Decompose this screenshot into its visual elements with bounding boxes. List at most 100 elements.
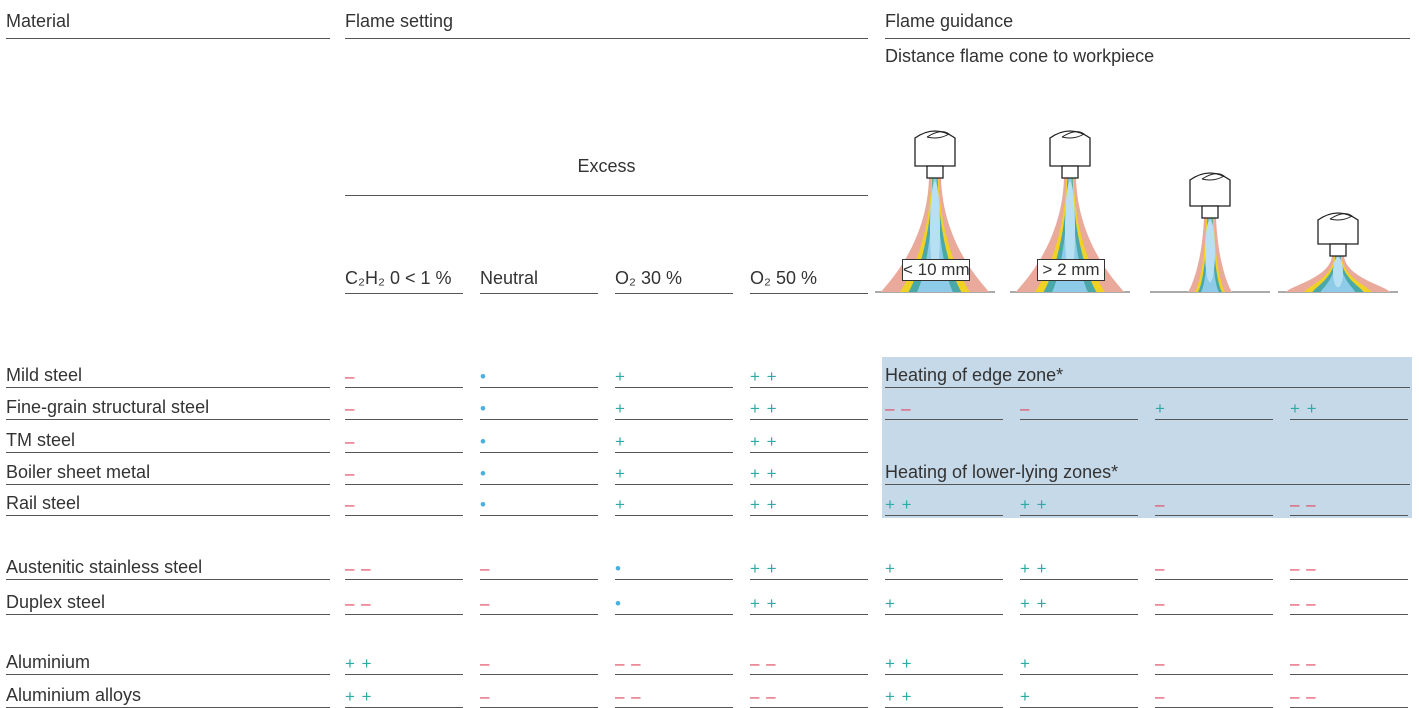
rule (615, 387, 733, 388)
flame-part (1065, 181, 1075, 278)
rule (1155, 614, 1273, 615)
rating: + (615, 399, 626, 418)
nozzle-tip (926, 165, 944, 179)
header-material: Material (6, 11, 71, 31)
rating: + + (750, 559, 778, 578)
rating: – – (750, 687, 777, 706)
material: Rail steel (6, 493, 81, 513)
rule (615, 614, 733, 615)
rating: • (480, 367, 487, 386)
rule (1155, 515, 1273, 516)
rating: + + (750, 594, 778, 613)
rating: • (480, 432, 487, 451)
rating: – (480, 594, 491, 613)
rule (6, 452, 330, 453)
rating: + (615, 432, 626, 451)
rule (885, 484, 1410, 485)
rating: – – (615, 687, 642, 706)
flame-part (1333, 257, 1343, 288)
rating: + + (750, 464, 778, 483)
material: Boiler sheet metal (6, 462, 151, 482)
rule (1290, 614, 1408, 615)
rating: – (480, 559, 491, 578)
rating: + + (345, 654, 373, 673)
rating: + + (1020, 559, 1048, 578)
nozzle (1317, 212, 1359, 245)
rule (6, 579, 330, 580)
rule (750, 614, 868, 615)
material: Fine-grain structural steel (6, 397, 210, 417)
rating: – (1155, 594, 1166, 613)
rule (345, 387, 463, 388)
rule (6, 515, 330, 516)
rule (1020, 579, 1138, 580)
rule (885, 38, 1410, 39)
flame-part (1205, 220, 1215, 283)
rating: – – (345, 594, 372, 613)
rating: – (345, 399, 356, 418)
rating: + + (345, 687, 373, 706)
rule (750, 452, 868, 453)
rule (885, 419, 1003, 420)
rule (885, 387, 1410, 388)
material: Austenitic stainless steel (6, 557, 203, 577)
distance-label: > 2 mm (1037, 259, 1105, 281)
rule (6, 419, 330, 420)
nozzle (1189, 172, 1231, 207)
rule (6, 484, 330, 485)
column-header: C₂H₂ 0 < 1 % (345, 268, 452, 288)
rating: – – (1290, 654, 1317, 673)
rule (1290, 515, 1408, 516)
rule (480, 293, 598, 294)
rule (1290, 674, 1408, 675)
rating: – (1155, 654, 1166, 673)
rule (6, 614, 330, 615)
material: Aluminium (6, 652, 91, 672)
rating: – (480, 654, 491, 673)
rule (1290, 579, 1408, 580)
rating: • (480, 464, 487, 483)
rule (6, 387, 330, 388)
rating: + + (750, 399, 778, 418)
flame-part (930, 181, 940, 278)
rating: + (615, 464, 626, 483)
rule (345, 452, 463, 453)
nozzle (914, 130, 956, 167)
rating: + (1020, 687, 1031, 706)
rating: – (1155, 495, 1166, 514)
rating: – (1020, 399, 1031, 418)
rule (345, 195, 868, 196)
rating: – (345, 367, 356, 386)
rating: – – (1290, 687, 1317, 706)
zone-label: Heating of edge zone* (885, 365, 1064, 385)
rating: + (1020, 654, 1031, 673)
rating: + + (885, 654, 913, 673)
rule (615, 484, 733, 485)
rule (1020, 515, 1138, 516)
rule (750, 579, 868, 580)
rating: + (885, 594, 896, 613)
rating: + (1155, 399, 1166, 418)
rule (885, 614, 1003, 615)
zone-background (882, 357, 1412, 518)
header-flame-guidance: Flame guidance (885, 11, 1014, 31)
rating: + + (750, 495, 778, 514)
rating: • (615, 594, 622, 613)
rule (480, 614, 598, 615)
rule (1155, 579, 1273, 580)
rule (750, 293, 868, 294)
rating: + + (750, 367, 778, 386)
rule (480, 579, 598, 580)
rating: – (1155, 687, 1166, 706)
rule (345, 293, 463, 294)
nozzle-opening (1201, 173, 1225, 181)
header-flame-setting: Flame setting (345, 11, 454, 31)
rule (1155, 419, 1273, 420)
rule (750, 674, 868, 675)
rating: • (615, 559, 622, 578)
rating: • (480, 495, 487, 514)
rating: + + (1290, 399, 1318, 418)
rule (1290, 419, 1408, 420)
rule (885, 515, 1003, 516)
